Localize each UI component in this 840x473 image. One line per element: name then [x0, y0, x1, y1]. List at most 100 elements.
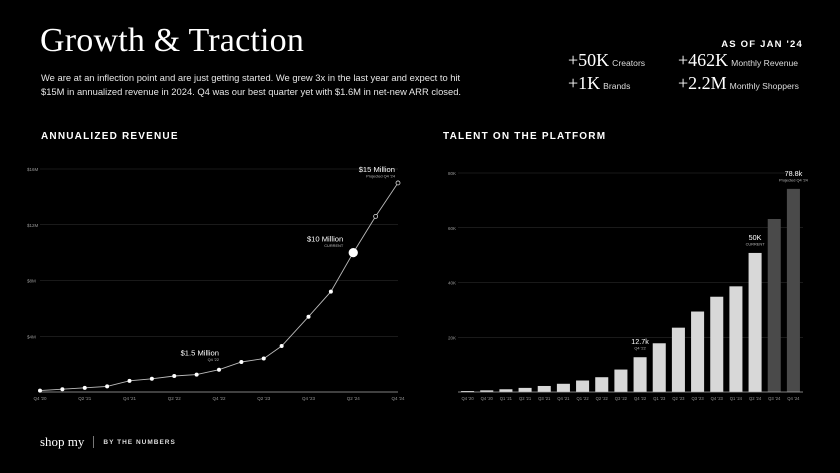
x-tick-label: Q4 '20 [33, 396, 47, 401]
y-tick-label: $4M [27, 334, 36, 339]
stat-label: Monthly Revenue [731, 58, 799, 68]
bar [767, 218, 781, 392]
data-point [261, 356, 266, 361]
y-tick-label: $16M [27, 167, 39, 172]
bar [671, 327, 685, 392]
annotation-sub: CURRENT [324, 243, 344, 248]
footer-divider [93, 436, 95, 448]
x-tick-label: Q2 '21 [519, 396, 532, 401]
x-tick-label: Q2 '23 [672, 396, 685, 401]
page-title: Growth & Traction [40, 22, 305, 59]
annotation-label: $15 Million [359, 165, 395, 174]
data-point [149, 376, 154, 381]
x-tick-label: Q4 '24 [787, 396, 800, 401]
x-tick-label: Q4 '22 [212, 396, 226, 401]
data-point [194, 372, 199, 377]
data-point [279, 344, 284, 349]
y-tick-label: 60K [448, 226, 456, 231]
bar [595, 377, 609, 392]
bar [518, 387, 532, 392]
footer: shop my BY THE NUMBERS [40, 434, 176, 450]
x-tick-label: Q2 '23 [257, 396, 271, 401]
annotation-sub: Projected Q4 '24 [779, 177, 809, 182]
bar [576, 380, 590, 392]
x-tick-label: Q4 '23 [711, 396, 724, 401]
data-point [38, 388, 42, 393]
x-tick-label: Q3 '21 [538, 396, 551, 401]
x-tick-label: Q1 '23 [653, 396, 666, 401]
y-tick-label: 80K [448, 171, 456, 176]
data-point [60, 387, 65, 392]
stat-brands: +1K Brands [568, 73, 630, 94]
bar [480, 390, 494, 392]
x-tick-label: Q2 '21 [78, 396, 92, 401]
stat-value: +2.2M [678, 73, 727, 93]
stat-value: +1K [568, 73, 601, 93]
y-tick-label: 20K [448, 335, 456, 340]
annotation-label: 78.8k [785, 169, 803, 178]
x-tick-label: Q4 '20 [461, 396, 474, 401]
bar [633, 357, 647, 392]
data-point [172, 373, 177, 378]
intro-text: We are at an inflection point and are ju… [41, 72, 462, 97]
annotation-label: 50K [749, 233, 762, 242]
data-point [306, 314, 311, 319]
annotation-label: $1.5 Million [181, 349, 219, 358]
annotation-sub: Q4 '22 [634, 346, 645, 351]
x-tick-label: Q4 '23 [302, 396, 316, 401]
data-point [217, 367, 221, 372]
x-tick-label: Q2 '22 [596, 396, 609, 401]
bar [652, 343, 666, 392]
data-point [239, 360, 244, 365]
projected-point [395, 180, 401, 186]
revenue-series-line [39, 182, 399, 392]
stat-monthly-revenue: +462K Monthly Revenue [678, 50, 798, 71]
x-tick-label: Q4 '21 [557, 396, 570, 401]
bar [748, 252, 762, 392]
stat-value: +50K [568, 50, 610, 70]
footer-subtitle: BY THE NUMBERS [103, 438, 176, 446]
bar [499, 389, 513, 392]
annotation-label: 12.7k [631, 337, 649, 346]
x-tick-label: Q4 '24 [391, 396, 405, 401]
stat-monthly-shoppers: +2.2M Monthly Shoppers [678, 73, 799, 94]
stat-label: Monthly Shoppers [729, 81, 799, 91]
stat-creators: +50K Creators [568, 50, 645, 71]
talent-chart-title: TALENT ON THE PLATFORM [443, 131, 607, 142]
x-tick-label: Q3 '22 [615, 396, 628, 401]
stat-label: Brands [603, 81, 631, 91]
data-point [127, 378, 132, 383]
x-tick-label: Q2 '22 [168, 396, 182, 401]
data-point [328, 289, 333, 294]
x-tick-label: Q3 '24 [768, 396, 781, 401]
x-tick-label: Q2 '24 [347, 396, 361, 401]
bar [691, 311, 705, 392]
bar [729, 286, 743, 392]
bar [710, 296, 724, 392]
projected-point [373, 213, 379, 219]
talent-bar-chart: 20K 40K 60K 80K Q4 '20 Q4 '20 Q1 '21 Q2 '21 Q3 '… [448, 169, 809, 401]
x-tick-label: Q1 '21 [500, 396, 513, 401]
bar [614, 369, 628, 392]
bar [786, 188, 800, 392]
x-tick-label: Q4 '20 [481, 396, 494, 401]
x-tick-label: Q4 '21 [123, 396, 137, 401]
annotation-sub: Q4 '22 [208, 357, 219, 362]
stat-label: Creators [612, 58, 646, 68]
x-tick-label: Q4 '22 [634, 396, 647, 401]
bar [461, 391, 475, 392]
y-tick-label: $8M [27, 279, 36, 284]
stat-value: +462K [678, 50, 729, 70]
x-tick-label: Q1 '22 [576, 396, 589, 401]
data-point [105, 384, 110, 389]
annotation-sub: Projected Q4 '24 [366, 173, 396, 178]
revenue-chart-title: ANNUALIZED REVENUE [41, 131, 179, 142]
data-point [82, 385, 87, 390]
y-tick-label: $12M [27, 223, 39, 228]
y-tick-label: 40K [448, 281, 456, 286]
current-point [348, 248, 358, 258]
x-tick-label: Q2 '24 [749, 396, 762, 401]
as-of-date: AS OF JAN '24 [721, 39, 803, 50]
bar [556, 383, 570, 392]
x-tick-label: Q1 '24 [730, 396, 743, 401]
